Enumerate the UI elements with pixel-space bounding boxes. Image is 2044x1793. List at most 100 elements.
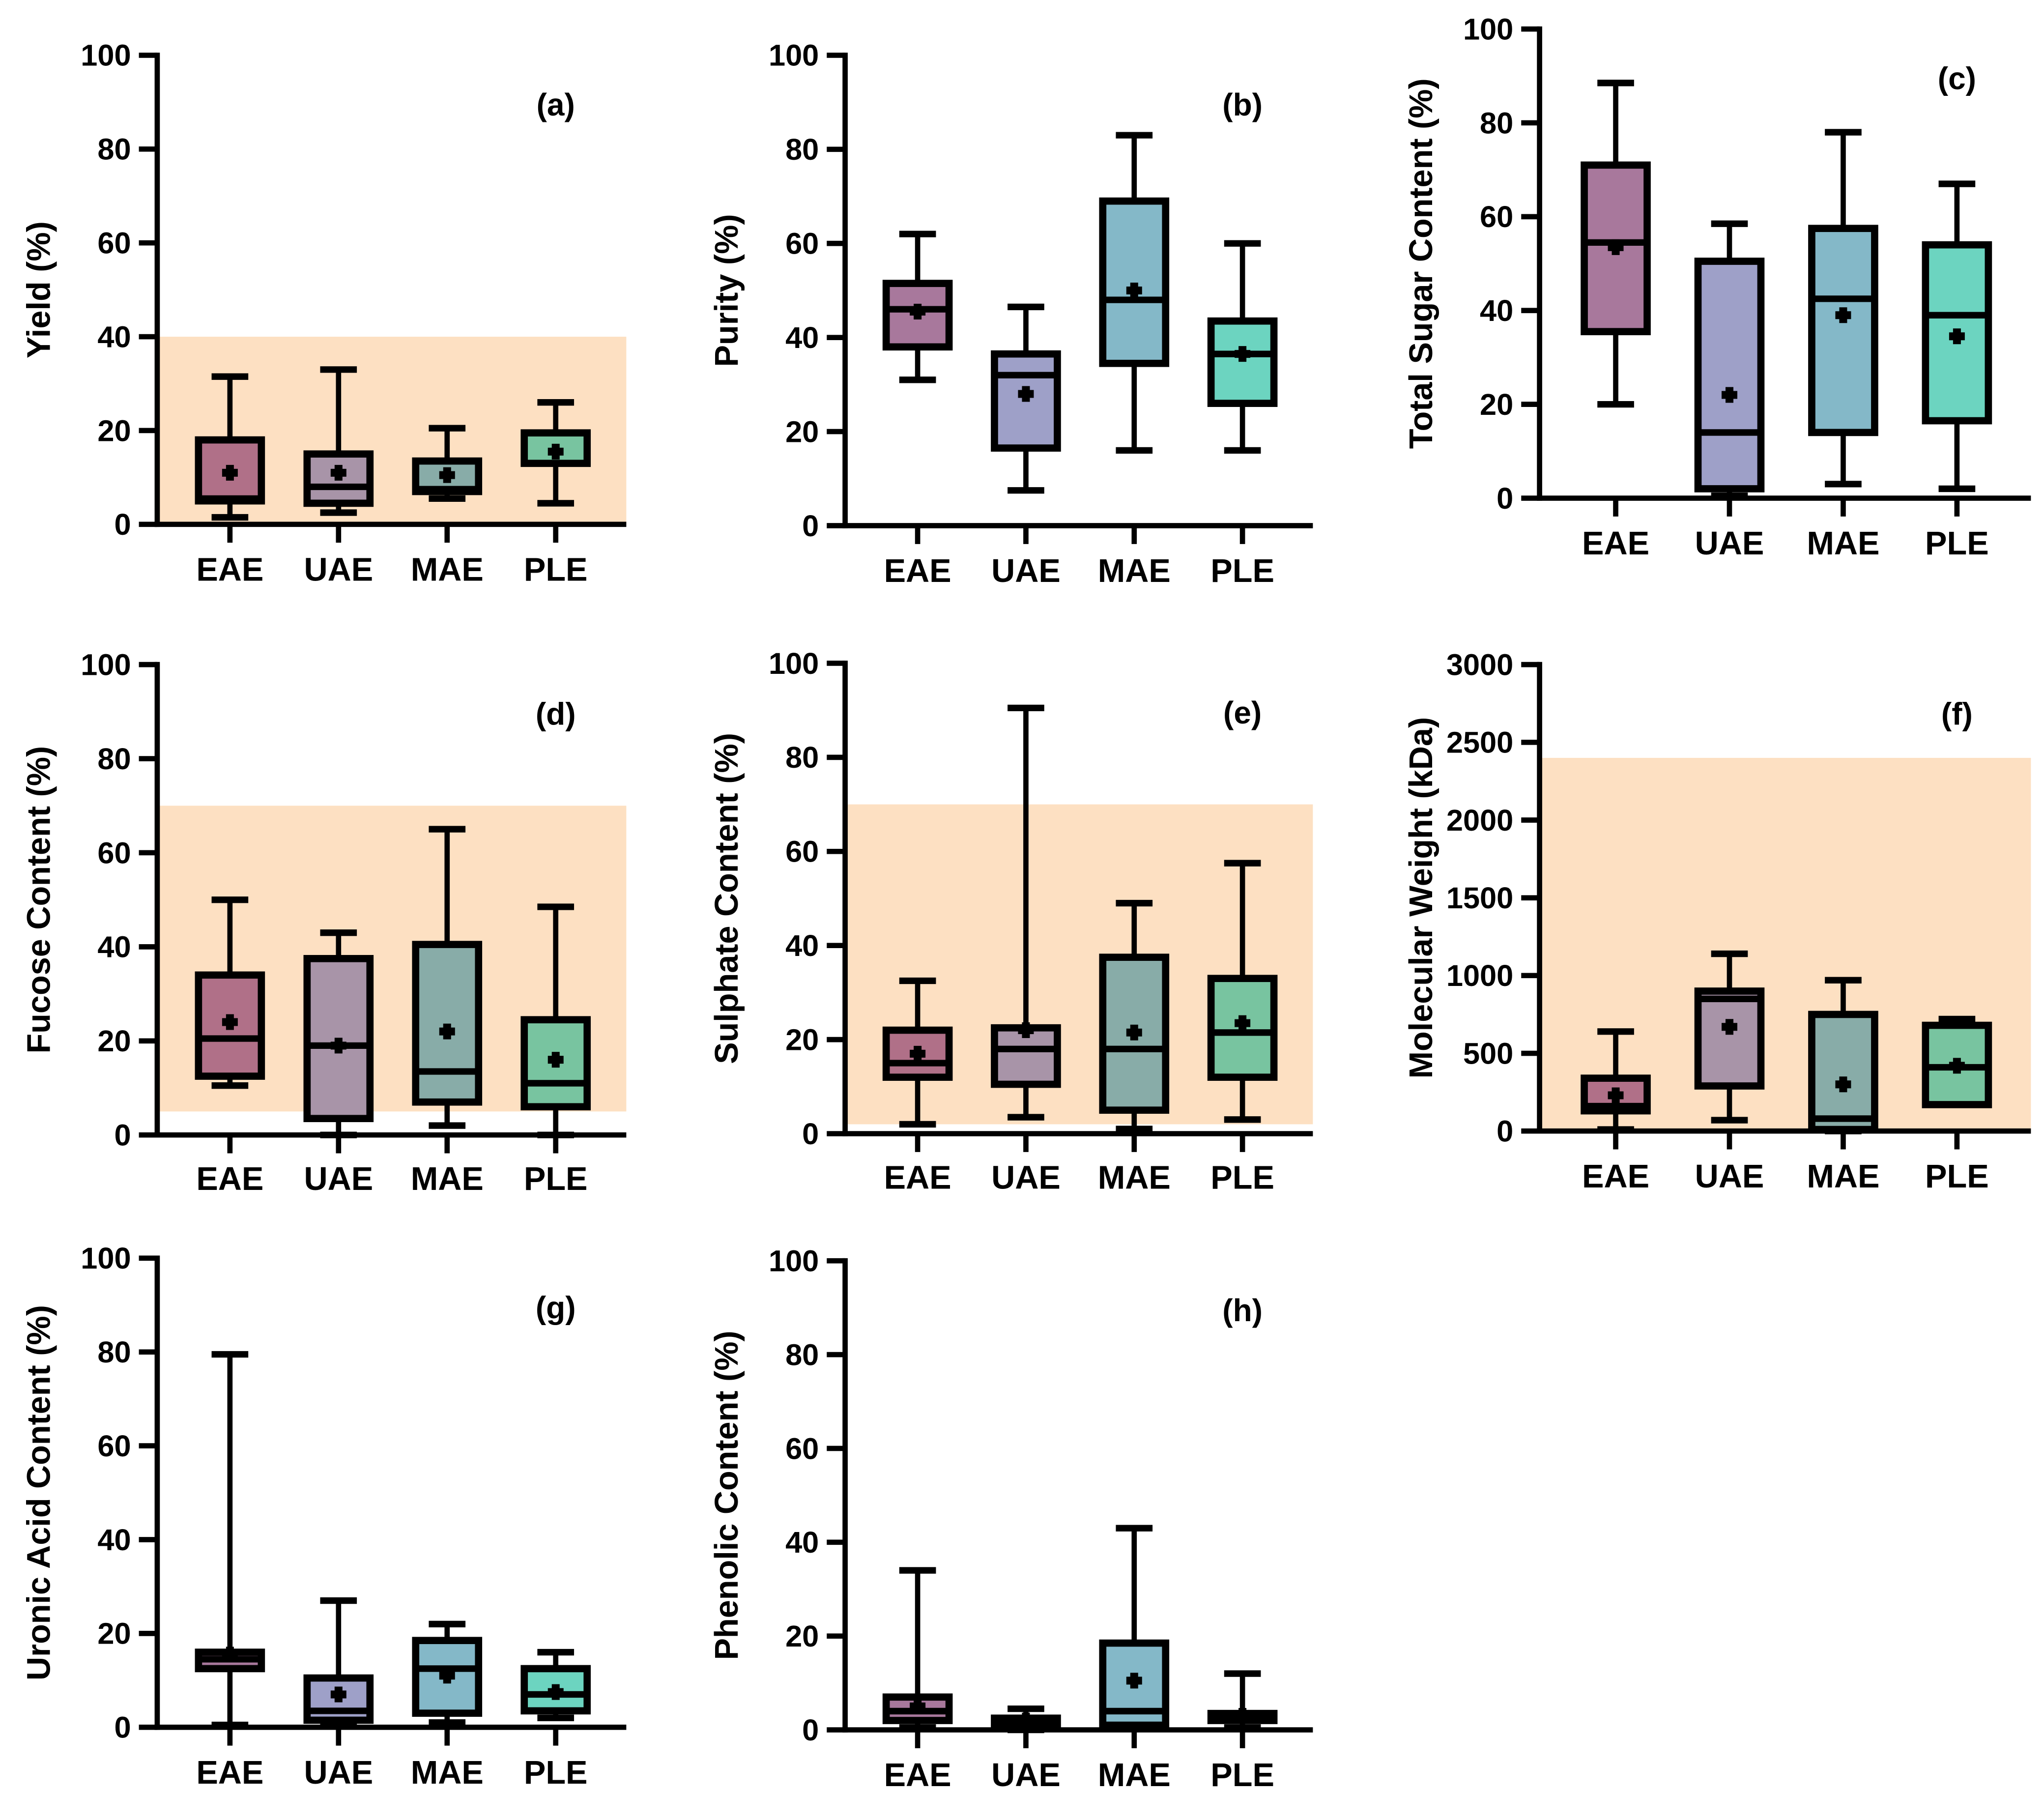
box-ple bbox=[520, 399, 591, 507]
x-tick-label: EAE bbox=[884, 1160, 951, 1196]
y-axis-label: Total Sugar Content (%) bbox=[1403, 78, 1439, 449]
y-tick-label: 80 bbox=[785, 132, 819, 166]
iqr-box bbox=[520, 1665, 591, 1715]
y-axis-label: Yield (%) bbox=[21, 221, 57, 358]
y-tick-label: 100 bbox=[769, 38, 819, 72]
mean-marker bbox=[1721, 387, 1737, 403]
x-tick-label: PLE bbox=[1210, 553, 1274, 589]
x-tick-label: MAE bbox=[1098, 1160, 1171, 1196]
mean-marker bbox=[1126, 1673, 1142, 1689]
box-uae bbox=[303, 1597, 374, 1729]
x-tick-label: EAE bbox=[196, 551, 263, 588]
iqr-box bbox=[1099, 197, 1170, 367]
y-tick-label: 40 bbox=[97, 930, 131, 964]
iqr-box bbox=[412, 941, 483, 1106]
x-tick-label: UAE bbox=[991, 553, 1061, 589]
y-tick-label: 0 bbox=[1497, 1114, 1513, 1148]
mean-marker bbox=[1018, 386, 1034, 402]
mean-marker bbox=[1126, 282, 1142, 298]
box-ple bbox=[1207, 1670, 1278, 1731]
mean-marker bbox=[910, 1045, 926, 1062]
box-eae bbox=[195, 896, 265, 1089]
panel-g: 0 20 40 60 80 100 Uronic Acid Content (%) (g) EA… bbox=[21, 1241, 627, 1791]
mean-marker bbox=[330, 1686, 346, 1703]
box-eae bbox=[1581, 80, 1651, 408]
y-tick-label: 40 bbox=[785, 1525, 819, 1559]
y-tick-label: 2000 bbox=[1446, 803, 1513, 837]
y-tick-label: 80 bbox=[97, 742, 131, 776]
box-eae bbox=[882, 977, 953, 1128]
x-tick-label: UAE bbox=[304, 551, 373, 588]
mean-marker bbox=[1018, 1022, 1034, 1038]
y-tick-label: 80 bbox=[785, 1337, 819, 1371]
box-mae bbox=[1099, 899, 1170, 1132]
y-tick-label: 60 bbox=[785, 835, 819, 868]
x-tick-label: PLE bbox=[1925, 525, 1989, 562]
box-ple bbox=[1207, 860, 1278, 1123]
box-uae bbox=[991, 1705, 1061, 1734]
mean-marker bbox=[1949, 1058, 1965, 1074]
x-tick-label: MAE bbox=[1807, 1158, 1879, 1195]
iqr-box bbox=[1581, 161, 1651, 336]
y-tick-label: 20 bbox=[97, 413, 131, 447]
y-axis-label: Purity (%) bbox=[709, 214, 745, 367]
y-tick-label: 100 bbox=[81, 38, 131, 72]
x-tick-label: UAE bbox=[991, 1757, 1061, 1793]
mean-marker bbox=[439, 467, 455, 483]
y-tick-label: 20 bbox=[785, 1022, 819, 1056]
mean-marker bbox=[330, 1038, 346, 1054]
mean-marker bbox=[1235, 1707, 1251, 1724]
mean-marker bbox=[910, 304, 926, 320]
x-tick-label: MAE bbox=[1807, 525, 1879, 562]
y-tick-label: 0 bbox=[115, 1118, 131, 1152]
box-uae bbox=[991, 303, 1061, 494]
y-tick-label: 1500 bbox=[1446, 881, 1513, 915]
y-tick-label: 40 bbox=[785, 928, 819, 962]
y-tick-label: 0 bbox=[115, 507, 131, 541]
x-tick-label: EAE bbox=[196, 1161, 263, 1197]
mean-marker bbox=[1235, 346, 1251, 362]
x-tick-label: UAE bbox=[304, 1755, 373, 1791]
box-mae bbox=[412, 1620, 483, 1726]
y-axis-label: Molecular Weight (kDa) bbox=[1403, 717, 1439, 1079]
iqr-box bbox=[1694, 987, 1765, 1090]
panel-b: 0 20 40 60 80 100 Purity (%) (b) EAE UAE MAE PLE bbox=[709, 38, 1313, 589]
box-eae bbox=[882, 1567, 953, 1731]
box-mae bbox=[412, 826, 483, 1129]
panel-h: 0 20 40 60 80 100 Phenolic Content (%) (h) EAE UA… bbox=[709, 1244, 1313, 1793]
y-tick-label: 40 bbox=[1480, 293, 1513, 327]
y-tick-label: 100 bbox=[1463, 12, 1513, 46]
y-tick-label: 100 bbox=[769, 1244, 819, 1277]
x-tick-label: EAE bbox=[884, 1757, 951, 1793]
x-tick-label: UAE bbox=[1695, 1158, 1764, 1195]
y-tick-label: 2500 bbox=[1446, 725, 1513, 759]
y-tick-label: 500 bbox=[1463, 1036, 1513, 1070]
y-tick-label: 80 bbox=[97, 132, 131, 166]
panel-c: 0 20 40 60 80 100 Total Sugar Content (%) (c) EA… bbox=[1403, 12, 2031, 562]
box-uae bbox=[991, 704, 1061, 1121]
mean-marker bbox=[1835, 1076, 1851, 1093]
box-uae bbox=[1694, 950, 1765, 1124]
mean-marker bbox=[330, 464, 346, 481]
y-tick-label: 0 bbox=[1497, 481, 1513, 515]
y-tick-label: 40 bbox=[97, 319, 131, 353]
x-tick-label: PLE bbox=[524, 1755, 588, 1791]
mean-marker bbox=[222, 464, 238, 481]
y-tick-label: 60 bbox=[785, 1431, 819, 1465]
y-tick-label: 0 bbox=[802, 1117, 819, 1151]
box-eae bbox=[882, 231, 953, 383]
x-tick-label: EAE bbox=[196, 1755, 263, 1791]
mean-marker bbox=[1835, 307, 1851, 323]
y-tick-label: 60 bbox=[785, 227, 819, 260]
y-tick-label: 40 bbox=[785, 320, 819, 354]
box-uae bbox=[303, 929, 374, 1138]
y-tick-label: 3000 bbox=[1446, 647, 1513, 681]
mean-marker bbox=[1608, 1087, 1624, 1103]
mean-marker bbox=[1949, 328, 1965, 345]
mean-marker bbox=[910, 1698, 926, 1714]
iqr-box bbox=[991, 350, 1061, 452]
mean-marker bbox=[222, 1647, 238, 1663]
y-tick-label: 100 bbox=[769, 646, 819, 680]
box-eae bbox=[1581, 1028, 1651, 1133]
